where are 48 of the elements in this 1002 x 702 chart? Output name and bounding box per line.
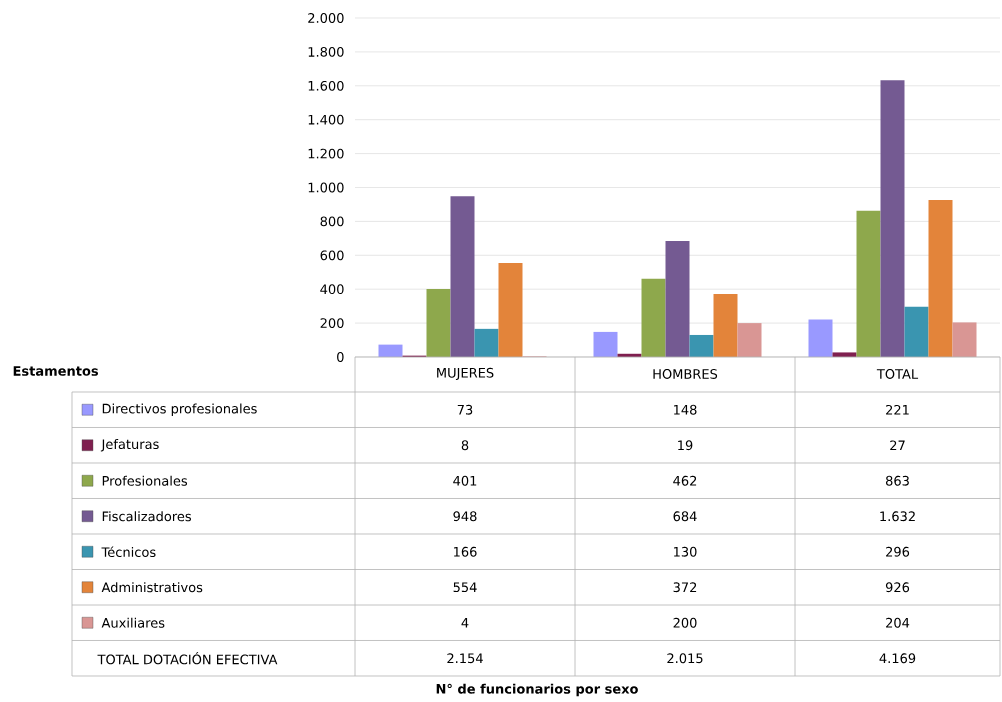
data-label: 148	[674, 404, 697, 415]
legend-label: Directivos profesionales	[102, 403, 257, 417]
data-label: 27	[890, 440, 905, 451]
data-label: 8	[461, 440, 469, 451]
data-label: 684	[673, 511, 697, 522]
legend-label: Administrativos	[101, 582, 203, 593]
legend-title: Estamentos	[13, 366, 99, 376]
data-label: 948	[453, 511, 477, 522]
data-label: 73	[457, 404, 473, 415]
y-tick-label: 1.000	[308, 182, 344, 193]
text: N° de funcionarios por sexo	[436, 683, 638, 697]
legend-label: Técnicos	[101, 546, 156, 558]
data-label: 4	[461, 618, 469, 628]
x-tick-label: HOMBRES	[653, 369, 718, 379]
x-tick-label: MUJERES	[437, 367, 494, 381]
data-label: 204	[886, 617, 910, 628]
data-label: 1.632	[880, 511, 915, 522]
data-label: 863	[885, 475, 909, 486]
data-label: 926	[885, 582, 910, 593]
data-label: 130	[674, 546, 697, 557]
text: 2.015	[667, 653, 703, 664]
y-tick-label: 200	[320, 318, 344, 329]
data-label: 200	[673, 617, 697, 628]
y-tick-label: 800	[320, 216, 344, 227]
data-label: 401	[453, 475, 477, 486]
data-label: 19	[678, 440, 693, 451]
data-label: 372	[673, 582, 697, 593]
text: 2.154	[447, 653, 483, 664]
y-tick-label: 1.400	[308, 114, 344, 125]
text: TOTAL DOTACIÓN EFECTIVA	[97, 652, 278, 665]
data-label: 462	[673, 475, 697, 486]
y-tick-label: 0	[337, 352, 344, 362]
legend-label: Profesionales	[102, 475, 188, 486]
x-tick-label: TOTAL	[876, 369, 919, 379]
data-label: 221	[886, 404, 909, 415]
y-tick-label: 1.800	[308, 46, 344, 57]
y-tick-label: 1.200	[308, 148, 344, 159]
data-label: 296	[886, 546, 910, 557]
y-tick-label: 1.600	[308, 80, 344, 91]
legend-label: Jefaturas	[100, 439, 159, 452]
y-tick-label: 2.000	[308, 13, 344, 23]
legend-label: Auxiliares	[101, 617, 165, 628]
data-label: 166	[454, 546, 477, 557]
data-label: 554	[453, 582, 477, 593]
y-tick-label: 400	[320, 284, 344, 295]
y-tick-label: 600	[320, 250, 344, 261]
text: 4.169	[879, 653, 916, 664]
legend-label: Fiscalizadores	[102, 511, 191, 522]
